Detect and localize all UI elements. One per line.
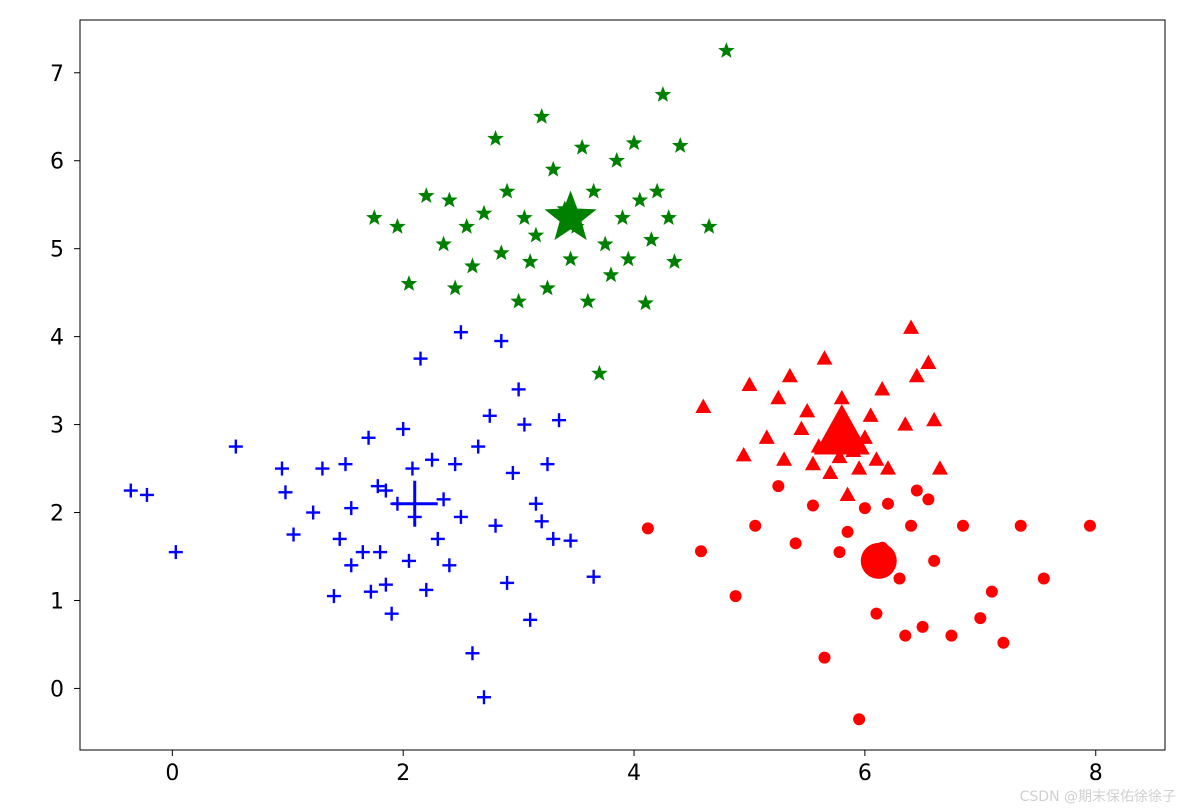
chart-canvas: 0 2 4 6 8 0 1 2 3 4 5 6 7	[0, 0, 1184, 812]
x-tick-label: 2	[396, 761, 410, 786]
y-tick-label: 1	[50, 589, 64, 614]
y-tick-label: 0	[50, 677, 64, 702]
x-tick-label: 0	[165, 761, 179, 786]
y-tick-label: 4	[50, 326, 64, 351]
scatter-chart: 0246801234567 CSDN @期末保佑徐徐子	[0, 0, 1184, 812]
y-tick-label: 5	[50, 238, 64, 263]
y-tick-label: 3	[50, 414, 64, 439]
y-tick-label: 7	[50, 62, 64, 87]
centroid-red-circ	[861, 543, 897, 579]
x-tick-label: 8	[1089, 761, 1103, 786]
x-tick-label: 6	[858, 761, 872, 786]
y-tick-label: 6	[50, 150, 64, 175]
y-tick-label: 2	[50, 502, 64, 527]
x-tick-label: 4	[627, 761, 641, 786]
